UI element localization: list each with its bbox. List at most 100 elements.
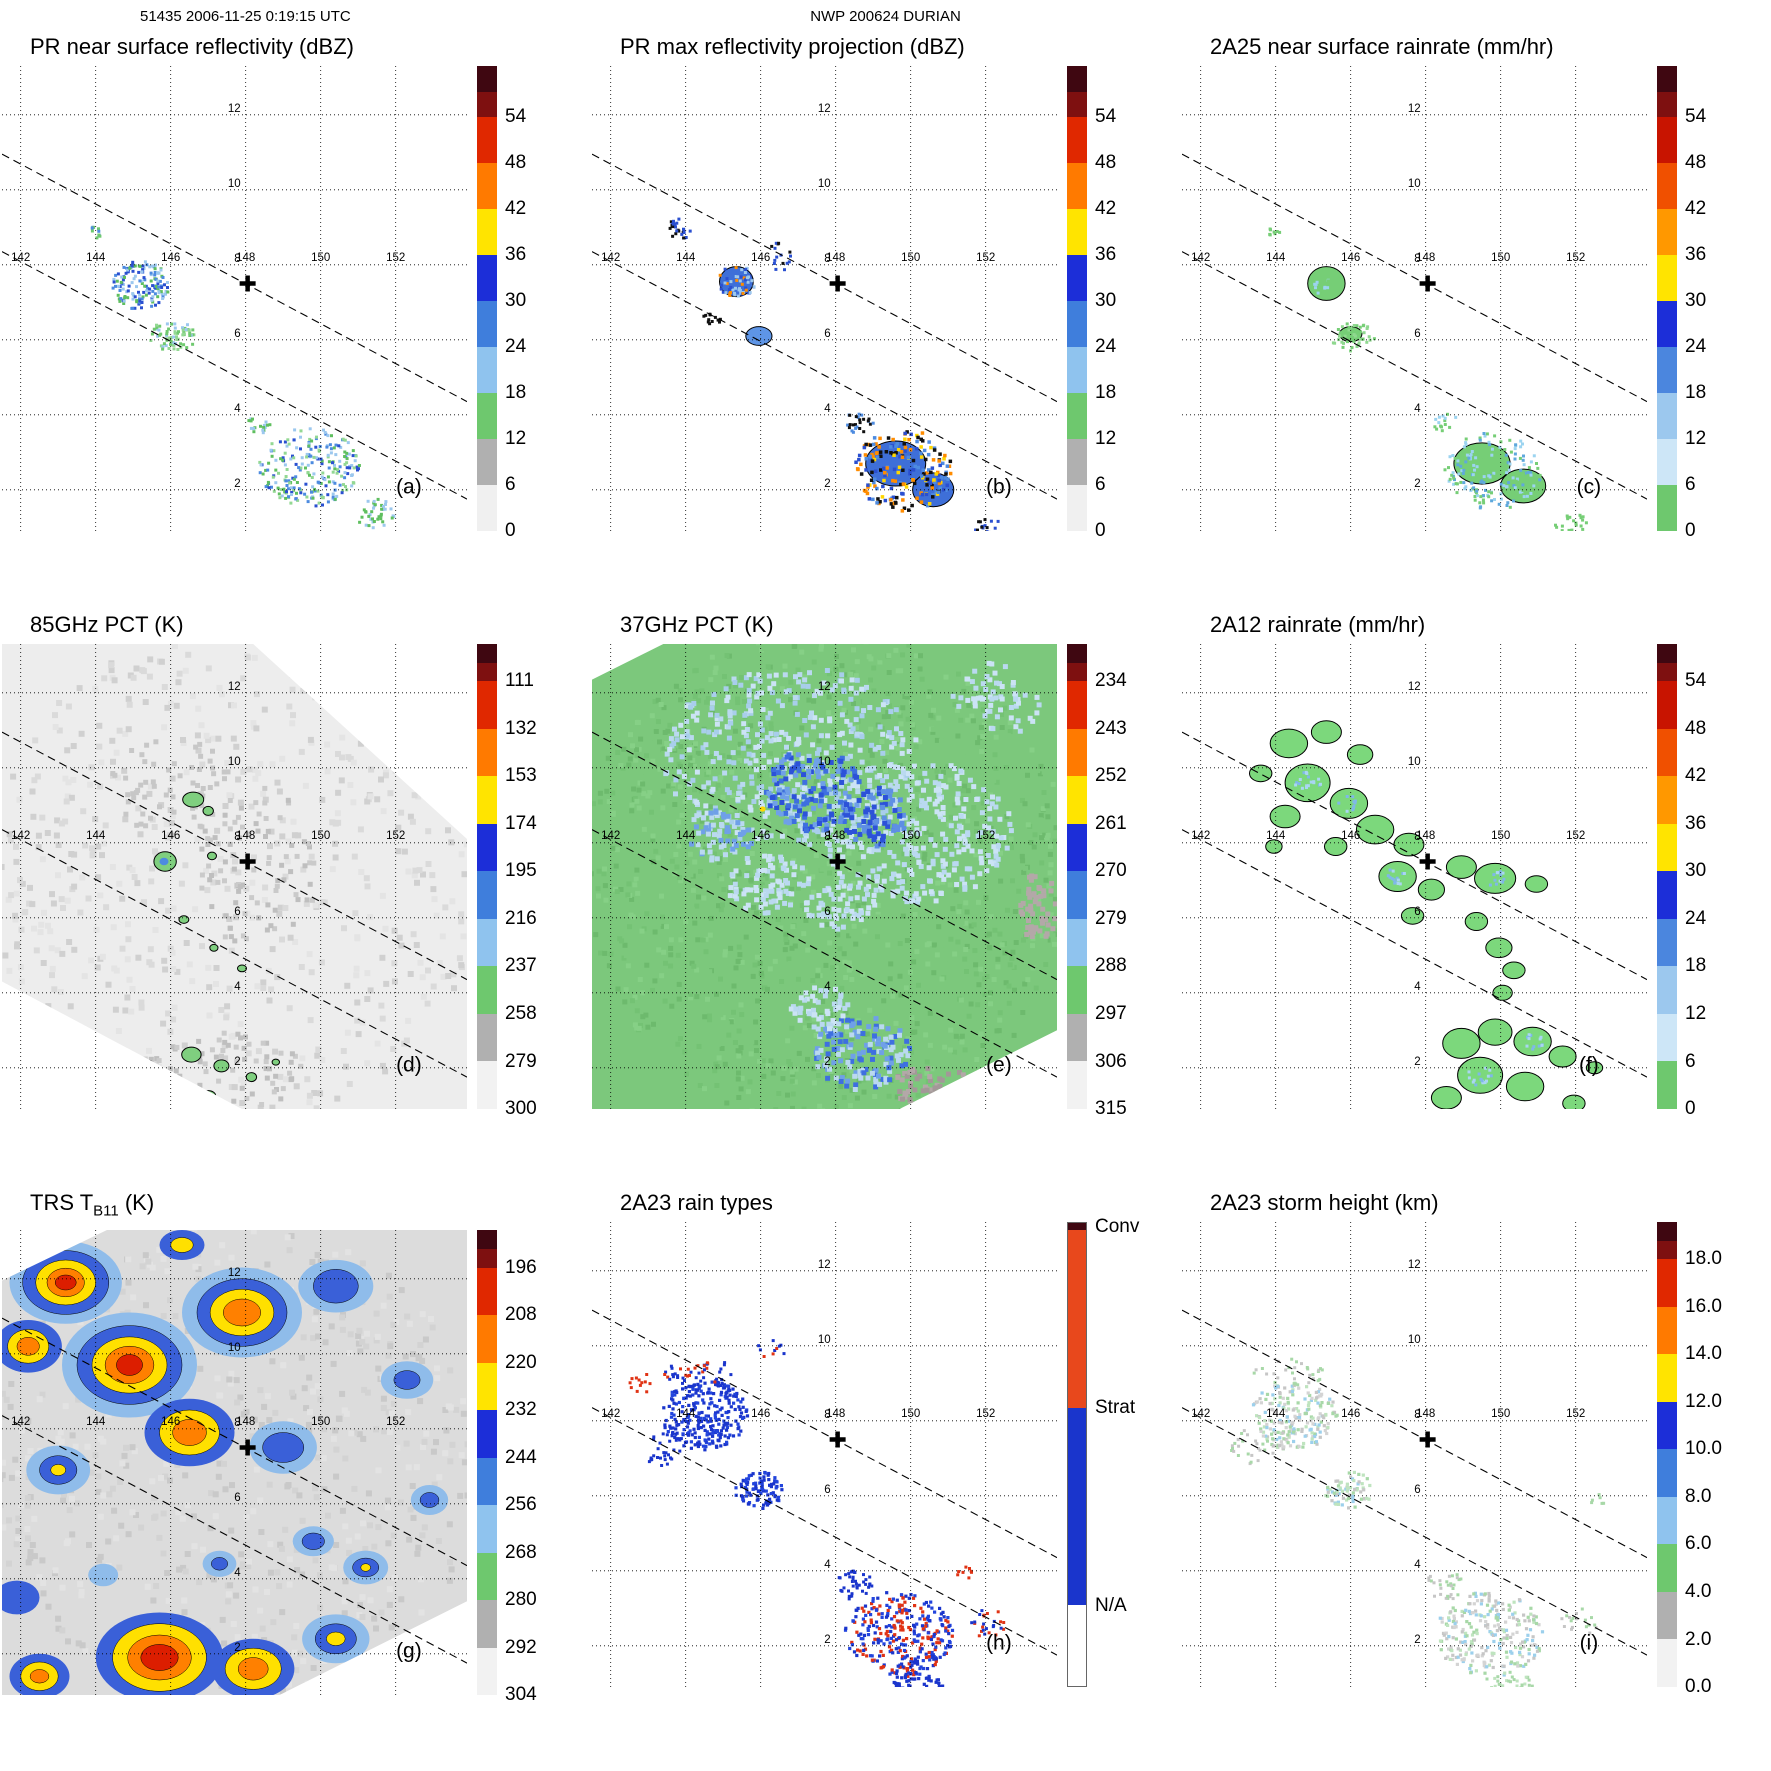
colorbar-tick-label: 18 [1095,382,1117,403]
grid-labels: 142 144 146 148 150 152 2 4 6 8 10 12 [11,103,405,490]
colorbar-tick-label: 42 [1685,198,1707,220]
colorbar-tick-label: 297 [1095,1002,1127,1024]
lat-tick-label: 12 [228,681,241,693]
lat-tick-label: 2 [1414,1056,1420,1068]
lat-tick-label: 4 [824,403,831,415]
colorbar-tick-label: 153 [505,765,537,787]
colorbar-segment [477,918,497,967]
storm-name: NWP 200624 DURIAN [810,8,961,25]
colorbar-segment [1067,966,1087,1014]
speckle-cluster [1294,770,1322,790]
lon-tick-label: 148 [236,830,255,842]
colorbar-tick-label: 132 [505,717,537,739]
swath-edge-lines [592,153,1057,500]
grid-labels: 142 144 146 148 150 152 2 4 6 8 10 12 [601,681,995,1068]
data-blob [213,1059,230,1073]
lat-tick-label: 10 [228,178,241,190]
lon-tick-label: 152 [386,830,405,842]
lon-tick-label: 152 [1566,830,1585,842]
lat-tick-label: 10 [1408,178,1421,190]
colorbar-tick-label: 216 [505,907,537,929]
data-blob [1430,1086,1462,1109]
storm-cell [2,1580,40,1615]
swath-edge-lines [1182,731,1647,1078]
speckle-cluster [813,1016,912,1092]
colorbar-segment [1657,823,1677,872]
grid-lines [2,66,467,531]
colorbar-segment [1067,163,1087,210]
colorbar-tick-label: 268 [505,1541,537,1563]
colorbar-tick-label: 10.0 [1685,1438,1722,1460]
lat-tick-label: 12 [1408,1259,1421,1271]
data-blob [181,1046,202,1063]
lat-tick-label: 8 [234,1417,240,1429]
colorbar-tick-label: 6 [1095,474,1106,495]
colorbar-tick-label: 306 [1095,1050,1127,1072]
speckle-cluster [1433,412,1458,433]
colorbar-tick-label: 220 [505,1351,537,1373]
data-blob [207,851,217,861]
colorbar-segment [1657,1061,1677,1109]
storm-cell [182,1267,302,1358]
colorbar-gradient [477,1230,497,1696]
colorbar-tick-label: 12 [1685,428,1707,449]
colorbar: 196 208 220 232 244 256 268 280 292 304 [477,1230,559,1705]
grid-lines [2,644,467,1109]
lat-tick-label: 4 [1414,403,1421,415]
speckle-cluster [1554,513,1588,531]
colorbar-tick-label: 30 [505,290,527,312]
colorbar-segment [477,301,497,347]
colorbar-tick-label: 304 [505,1684,537,1706]
swath-edge-lines [592,731,1057,1078]
lat-tick-label: 6 [824,1484,830,1496]
colorbar-segment [477,163,497,210]
storm-cell [249,1421,317,1475]
data-blob [182,791,205,808]
colorbar-segment [477,66,497,92]
lon-tick-label: 144 [1266,1408,1286,1420]
colorbar-tick-label: 261 [1095,812,1127,834]
grid-labels: 142 144 146 148 150 152 2 4 6 8 10 12 [11,1267,405,1654]
lat-tick-label: 12 [228,1267,241,1279]
lon-tick-label: 148 [1416,830,1435,842]
colorbar-tick-label: 14.0 [1685,1343,1722,1365]
storm-center-cross [239,1439,256,1456]
panel-title-text: TRS T [30,1190,94,1215]
map-data-layer [668,217,1000,531]
speckle-cluster [1443,432,1542,510]
lon-tick-label: 144 [676,252,696,264]
data-blob [759,806,766,812]
colorbar-segment [1067,644,1087,663]
panel-letter: (c) [1577,476,1602,499]
data-blob [143,1059,154,1069]
speckle-cluster [1386,868,1406,886]
lon-tick-label: 150 [311,830,330,842]
colorbar: 54 48 42 36 30 24 18 12 6 0 [1657,66,1739,541]
data-blob [1477,1018,1513,1046]
lat-tick-label: 6 [234,1492,240,1504]
speckle-cluster [815,763,1014,905]
speckle-cluster [1525,1033,1544,1051]
panel-letter: (a) [396,476,422,499]
data-blob [200,1090,217,1102]
storm-cell [2,1320,62,1373]
colorbar-segment [1657,1591,1677,1640]
lat-tick-label: 10 [818,1334,831,1346]
colorbar-tick-label: 6 [1685,474,1696,495]
lat-tick-label: 6 [824,906,830,918]
lon-tick-label: 148 [1416,1408,1435,1420]
lon-tick-label: 142 [11,1416,30,1428]
colorbar-tick-label: 2.0 [1685,1628,1712,1650]
colorbar-segment [1067,918,1087,967]
colorbar-tick-label: 244 [505,1446,537,1468]
speckle-cluster [837,1569,874,1601]
panel-letter: (h) [986,1632,1012,1655]
lon-tick-label: 142 [1191,252,1210,264]
colorbar-segment [1067,301,1087,347]
colorbar-tick-label: 12.0 [1685,1390,1722,1412]
colorbar-segment [1657,871,1677,919]
colorbar-tick-label: 36 [1095,244,1117,266]
storm-center-cross [829,275,846,292]
colorbar-tick-label: 237 [505,955,537,977]
colorbar-tick-label: 195 [505,860,537,882]
